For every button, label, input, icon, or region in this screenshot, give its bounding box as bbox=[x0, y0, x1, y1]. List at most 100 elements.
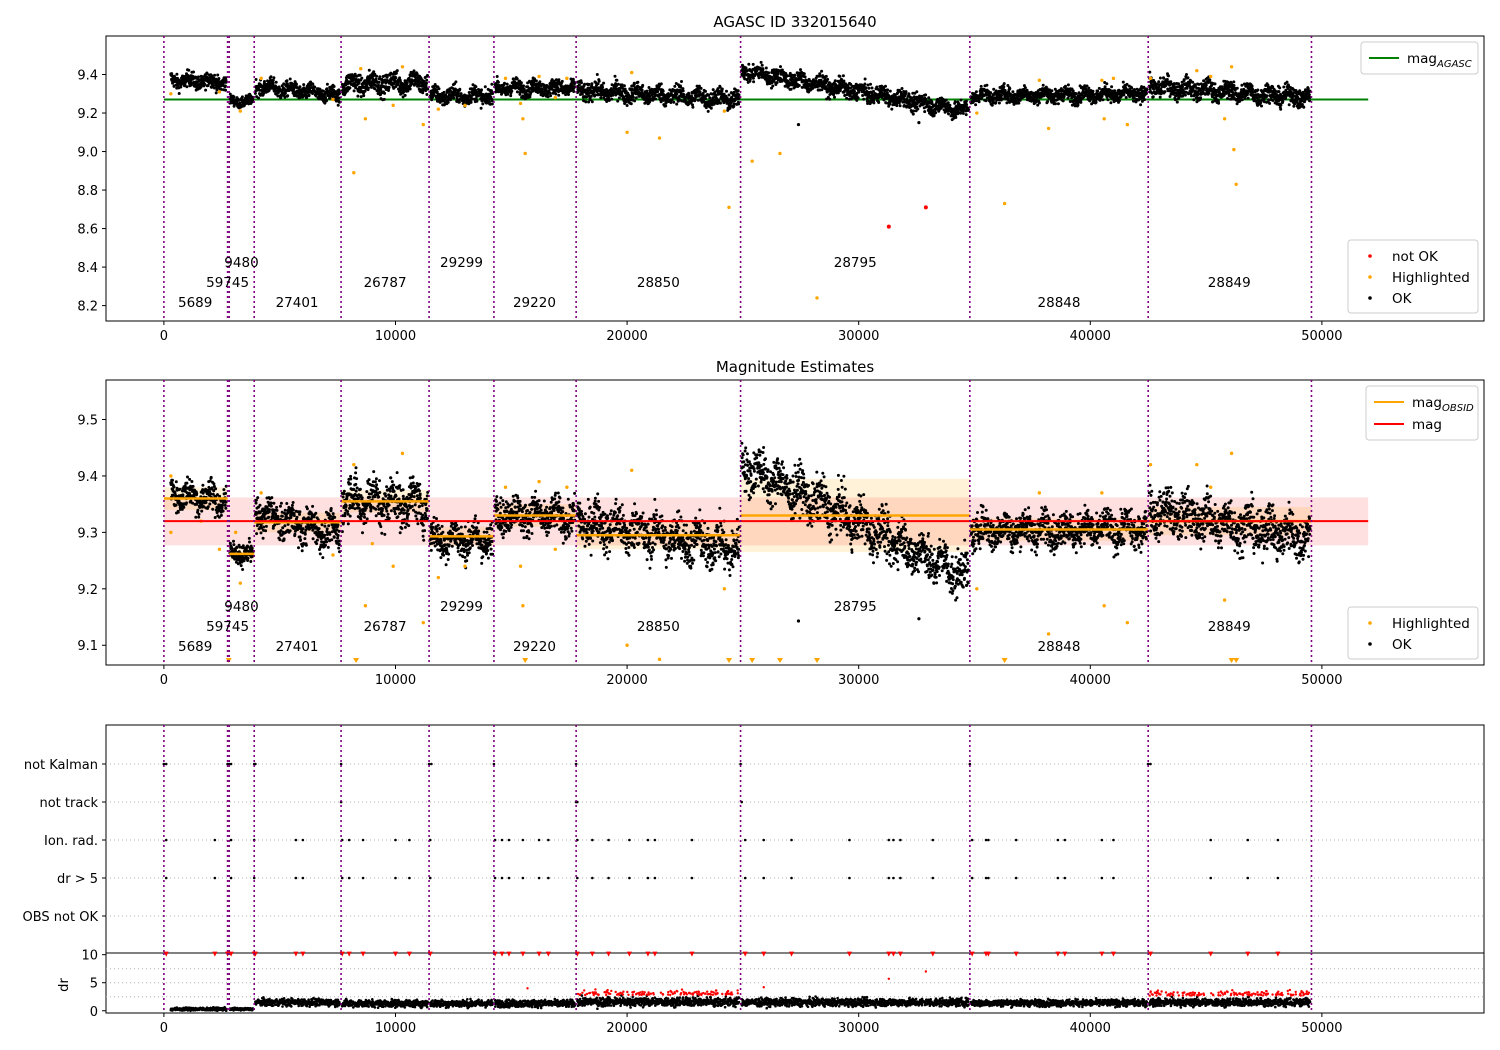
top-panel-ok-point bbox=[1196, 92, 1200, 96]
top-panel-ok-point bbox=[358, 73, 362, 77]
top-panel-ok-point bbox=[214, 77, 218, 81]
top-panel-ok-point bbox=[313, 85, 317, 89]
top-panel-ok-point bbox=[262, 91, 266, 95]
top-panel-ok-point bbox=[826, 77, 830, 81]
top-panel-ok-point bbox=[352, 89, 356, 93]
top-panel-ok-point bbox=[799, 68, 802, 72]
top-panel-ok-point bbox=[1002, 82, 1006, 86]
top-panel-ok-point bbox=[1011, 90, 1015, 94]
top-panel-ok-point bbox=[997, 101, 1001, 105]
top-panel-ok-point bbox=[452, 96, 456, 100]
top-panel-ok-point bbox=[869, 82, 872, 86]
top-panel-ok-point bbox=[302, 83, 306, 87]
top-panel-ok-point bbox=[383, 91, 387, 95]
top-panel-ok-point bbox=[861, 94, 865, 97]
top-panel-ok-point bbox=[610, 97, 614, 101]
top-panel-ok-point bbox=[659, 82, 663, 86]
top-panel-ok-point bbox=[673, 84, 677, 88]
top-panel-ok-point bbox=[636, 80, 640, 84]
top-panel-ok-point bbox=[197, 75, 200, 79]
top-panel-ok-point bbox=[382, 97, 386, 101]
top-panel-ok-point bbox=[1008, 87, 1012, 91]
top-panel-ok-point bbox=[540, 87, 544, 91]
top-panel-ok-point bbox=[904, 90, 908, 94]
top-panel-ok-point bbox=[916, 107, 920, 111]
top-panel-ok-point bbox=[175, 72, 179, 76]
top-panel-ok-point bbox=[307, 93, 311, 97]
top-panel-ok-point bbox=[820, 69, 824, 73]
top-panel-ok-point bbox=[833, 95, 836, 99]
top-panel-ok-point bbox=[751, 76, 755, 80]
top-panel-ok-point bbox=[1217, 101, 1221, 105]
top-panel-ok-point bbox=[900, 87, 904, 90]
top-panel-ok-point bbox=[888, 89, 892, 93]
top-panel-ok-point bbox=[737, 93, 741, 97]
top-panel-ok-point bbox=[1163, 90, 1167, 94]
top-panel-ok-point bbox=[857, 90, 861, 94]
top-panel-ok-point bbox=[751, 62, 755, 66]
top-panel-xtick-label: 40000 bbox=[1070, 329, 1111, 344]
top-panel-ok-point bbox=[923, 110, 927, 114]
top-panel-ok-point bbox=[1185, 73, 1188, 76]
top-panel-ok-point bbox=[845, 96, 849, 100]
top-panel-ok-point bbox=[946, 101, 950, 105]
top-panel-ok-point bbox=[288, 77, 292, 81]
top-panel-ok-point bbox=[1096, 89, 1100, 93]
top-panel-ok-point bbox=[336, 103, 340, 107]
top-panel-ok-point bbox=[1037, 101, 1041, 105]
top-panel-ok-point bbox=[1158, 95, 1162, 99]
top-panel-ok-point bbox=[954, 116, 958, 119]
top-panel-ok-point bbox=[989, 91, 993, 95]
top-panel-ok-point bbox=[870, 86, 874, 90]
top-panel-ok-point bbox=[263, 80, 266, 83]
top-panel-ok-point bbox=[725, 89, 728, 93]
top-panel-ok-point bbox=[219, 87, 223, 91]
top-panel-ok-point bbox=[1061, 99, 1065, 103]
top-panel-ok-point bbox=[706, 109, 710, 113]
top-panel-ok-point bbox=[856, 96, 860, 100]
top-panel-ok-point bbox=[228, 92, 232, 96]
top-panel-ytick-label: 9.0 bbox=[77, 146, 98, 161]
top-panel-ok-point bbox=[1158, 76, 1162, 80]
top-panel-ok-point bbox=[276, 94, 280, 98]
top-panel-ok-point bbox=[797, 84, 801, 87]
top-panel-ok-point bbox=[240, 95, 244, 99]
top-panel-ok-point bbox=[1002, 85, 1006, 89]
top-panel-ok-point bbox=[661, 89, 665, 93]
top-panel-ok-point bbox=[283, 91, 287, 95]
top-panel-ok-point bbox=[421, 91, 425, 95]
top-panel-ok-point bbox=[311, 92, 315, 95]
top-panel-ok-point bbox=[877, 101, 881, 104]
top-panel-ok-point bbox=[1173, 98, 1177, 102]
top-panel-ok-point bbox=[622, 84, 626, 88]
top-panel-ok-point bbox=[203, 83, 207, 86]
top-panel-ok-point bbox=[506, 92, 510, 96]
top-panel-ok-point bbox=[1066, 83, 1070, 87]
top-panel-ok-point bbox=[680, 80, 683, 83]
top-panel-ok-point bbox=[362, 94, 366, 98]
top-panel-ok-point bbox=[862, 97, 866, 101]
top-panel-ok-point bbox=[615, 78, 619, 82]
top-panel-ok-point bbox=[469, 100, 473, 104]
top-panel-ok-point bbox=[732, 104, 736, 108]
top-panel-ok-point bbox=[387, 85, 391, 89]
top-panel-ok-point bbox=[403, 93, 407, 97]
top-panel-ok-point bbox=[510, 89, 514, 93]
top-panel-ok-point bbox=[631, 95, 635, 99]
top-panel-ok-point bbox=[711, 88, 715, 92]
top-panel-ok-point bbox=[898, 104, 902, 108]
top-panel-ok-point bbox=[396, 81, 400, 85]
top-panel-ok-point bbox=[590, 82, 594, 86]
top-panel-ok-point bbox=[625, 104, 629, 107]
top-panel-ok-point bbox=[634, 96, 638, 100]
top-panel-ok-point bbox=[967, 108, 970, 111]
top-panel-ok-point bbox=[1054, 102, 1057, 106]
top-panel-ok-point bbox=[645, 89, 649, 93]
top-panel-ok-point bbox=[984, 99, 988, 103]
top-panel-ok-point bbox=[599, 96, 603, 100]
top-panel-ok-point bbox=[495, 75, 499, 78]
top-panel-ok-point bbox=[641, 83, 645, 87]
top-panel-ok-point bbox=[356, 94, 360, 98]
top-panel-ok-point bbox=[863, 77, 867, 81]
top-panel-ok-point bbox=[974, 90, 978, 94]
